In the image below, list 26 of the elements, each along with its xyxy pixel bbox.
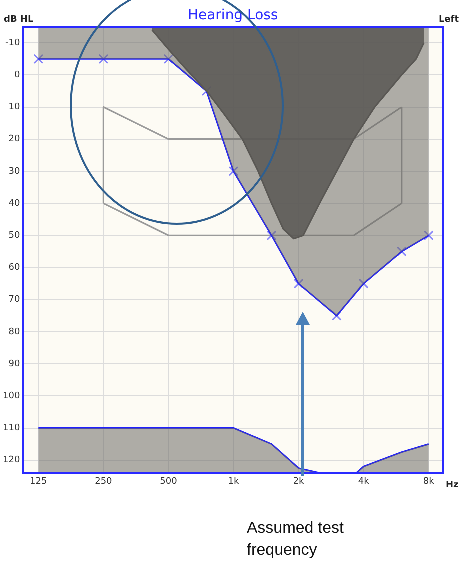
text: Assumed test frequency: [247, 519, 345, 561]
x-tick-label: 125: [30, 476, 48, 487]
x-tick-label: 2k: [293, 476, 306, 487]
y-tick-label: 110: [2, 424, 20, 434]
x-tick-label: 1k: [228, 476, 240, 487]
y-tick-label: -10: [5, 38, 20, 48]
y-tick-label: 70: [8, 295, 20, 306]
x-axis-title: Hz: [446, 480, 459, 491]
y-tick-label: 90: [8, 359, 20, 370]
x-tick-label: 8k: [423, 476, 436, 487]
text: Left: [438, 14, 460, 25]
y-tick-label: 80: [8, 327, 20, 338]
x-tick-label: 4k: [358, 476, 370, 487]
x-tick-label: 500: [160, 476, 178, 487]
y-tick-label: 40: [8, 198, 20, 209]
y-tick-label: 20: [8, 134, 20, 145]
chart-title: Hearing Loss: [188, 8, 278, 24]
x-tick-label: 250: [95, 476, 113, 487]
y-tick-label: 0: [14, 70, 20, 80]
y-tick-label: 50: [8, 231, 20, 241]
y-tick-label: 100: [2, 392, 20, 402]
y-axis-title: dB HL: [4, 14, 34, 25]
y-tick-label: 60: [8, 263, 20, 274]
y-tick-label: 10: [8, 102, 20, 113]
y-tick-label: 30: [8, 166, 20, 177]
y-tick-label: 120: [2, 456, 20, 466]
